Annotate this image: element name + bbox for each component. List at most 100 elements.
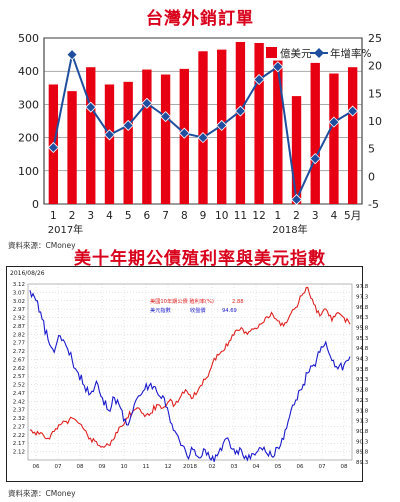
x-tick-label: 02 xyxy=(209,464,216,470)
legend-yield-value: 2.88 xyxy=(232,299,244,305)
y-tick-label: 2.82 xyxy=(13,332,25,338)
growth-rate-point-15 xyxy=(309,153,321,165)
y2-tick-label: 25 xyxy=(368,32,382,45)
x-tick-label: 5 xyxy=(125,210,132,222)
year-label-2018: 2018年 xyxy=(272,223,307,236)
growth-rate-point-3 xyxy=(85,101,97,113)
bar-11 xyxy=(235,41,246,204)
bar-17 xyxy=(347,67,358,204)
y-tick-label: 2.37 xyxy=(13,408,26,414)
y2-tick-label: 97.8 xyxy=(356,284,369,290)
growth-rate-point-13 xyxy=(272,61,284,73)
y2-tick-label: 92.8 xyxy=(356,388,369,394)
y2-tick-label: 15 xyxy=(368,87,382,100)
x-tick-label: 3 xyxy=(312,210,319,222)
x-tick-label: 10 xyxy=(215,210,228,222)
x-tick-label: 2 xyxy=(293,210,300,222)
x-tick-label: 04 xyxy=(253,464,260,470)
x-tick-label: 5月 xyxy=(344,210,361,222)
bar-6 xyxy=(142,69,152,204)
legend-line-label: 年增率% xyxy=(330,47,371,60)
x-tick-label: 10 xyxy=(121,464,128,470)
y-tick-label: 2.52 xyxy=(13,383,25,389)
x-tick-label: 9 xyxy=(200,210,207,222)
y-tick-label: 3.02 xyxy=(13,299,25,305)
legend-dollar-label: 美元指數 xyxy=(150,306,171,314)
x-tick-label: 2018 xyxy=(183,464,197,470)
y-tick-label: 400 xyxy=(18,65,39,78)
x-tick-label: 03 xyxy=(231,464,238,470)
y2-tick-label: 91.8 xyxy=(356,408,369,414)
y2-tick-label: 5 xyxy=(368,143,375,156)
y2-tick-label: 91.3 xyxy=(356,419,369,425)
bar-13 xyxy=(273,60,283,204)
y-tick-label: 2.42 xyxy=(13,399,25,405)
y-tick-label: 2.22 xyxy=(13,433,25,439)
treasury-yield-line xyxy=(29,286,351,448)
y-tick-label: 2.32 xyxy=(13,416,25,422)
x-tick-label: 07 xyxy=(319,464,326,470)
bond-dollar-chart: 2016/08/26 3.12 3.07 3.02 2.97 2.92 2.87 2.82 2.… xyxy=(10,270,369,470)
y2-tick-label: 95.3 xyxy=(356,336,369,342)
date-label: 2016/08/26 xyxy=(10,270,45,277)
growth-rate-point-8 xyxy=(178,127,190,139)
growth-rate-point-7 xyxy=(160,111,172,123)
y-tick-label: 3.07 xyxy=(13,290,26,296)
bar-15 xyxy=(310,62,320,205)
x-tick-label: 09 xyxy=(99,464,106,470)
y-tick-label: 2.57 xyxy=(13,374,26,380)
bar-16 xyxy=(329,73,339,204)
legend-line-marker xyxy=(314,48,324,58)
bottom-chart-title: 美十年期公債殖利率與美元指數 xyxy=(74,249,326,269)
x-tick-label: 1 xyxy=(50,210,57,222)
x-tick-label: 06 xyxy=(33,464,40,470)
y-tick-label: 2.12 xyxy=(13,450,25,456)
x-tick-label: 8 xyxy=(181,210,188,222)
y2-tick-label: 0 xyxy=(368,170,375,183)
bar-12 xyxy=(254,42,264,205)
y2-tick-label: 93.3 xyxy=(356,377,369,383)
legend-dollar-value: 94.69 xyxy=(222,308,237,314)
top-chart-title: 台灣外銷訂單 xyxy=(146,9,254,29)
bar-7 xyxy=(160,74,171,204)
top-source-note: 資料來源：CMoney xyxy=(8,241,76,250)
growth-rate-point-4 xyxy=(103,129,116,141)
y2-tick-label: 90.3 xyxy=(356,439,369,445)
y-tick-label: 200 xyxy=(18,132,39,145)
y-tick-label: 2.67 xyxy=(13,357,26,363)
y2-tick-label: 93.8 xyxy=(356,367,369,373)
y-tick-label: 2.87 xyxy=(13,324,26,330)
bar-2 xyxy=(67,91,77,204)
growth-rate-point-5 xyxy=(122,119,134,131)
growth-rate-point-10 xyxy=(216,119,228,131)
x-tick-label: 11 xyxy=(143,464,150,470)
growth-rate-point-9 xyxy=(197,132,209,144)
y-tick-label: 2.27 xyxy=(13,424,26,430)
bottom-source-note: 資料來源：CMoney xyxy=(8,489,76,498)
legend-bar-swatch xyxy=(266,47,277,58)
x-tick-label: 3 xyxy=(87,210,94,222)
bar-3 xyxy=(86,67,96,204)
x-tick-label: 06 xyxy=(297,464,304,470)
x-tick-label: 7 xyxy=(162,210,169,222)
y-tick-label: 300 xyxy=(18,98,39,111)
growth-rate-point-12 xyxy=(253,73,265,86)
y2-tick-label: 95.8 xyxy=(356,325,369,331)
y2-tick-label: 94.8 xyxy=(356,346,369,352)
y-tick-label: 2.62 xyxy=(13,366,25,372)
y2-tick-label: 96.3 xyxy=(356,315,369,321)
y-tick-label: 2.72 xyxy=(13,349,25,355)
growth-rate-point-17 xyxy=(347,105,359,117)
year-label-2017: 2017年 xyxy=(48,223,83,236)
growth-rate-point-14 xyxy=(290,194,303,206)
x-tick-label: 12 xyxy=(252,210,265,222)
legend-yield-label: 美國10年期公債 殖利率(%) xyxy=(150,297,214,305)
bar-4 xyxy=(104,84,115,204)
y-tick-label: 100 xyxy=(18,165,39,178)
y2-tick-label: 89.3 xyxy=(356,460,369,466)
dollar-index-line xyxy=(29,290,351,462)
x-tick-label: 08 xyxy=(341,464,348,470)
y2-tick-label: 10 xyxy=(368,115,382,128)
y2-tick-label: 89.8 xyxy=(356,450,369,456)
